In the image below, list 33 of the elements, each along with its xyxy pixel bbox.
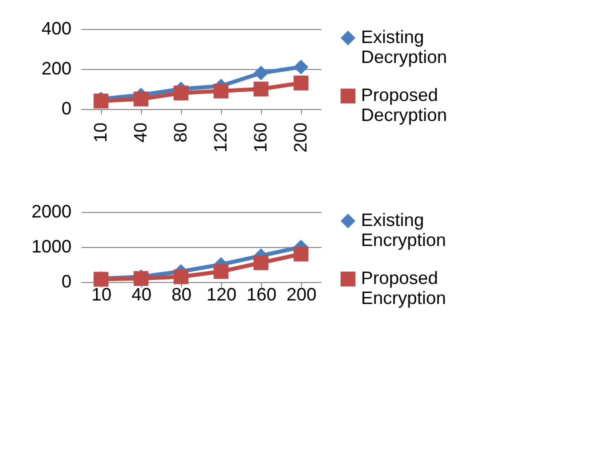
text: Existing Encryption <box>361 210 446 250</box>
y-tick-label: 0 <box>61 272 72 292</box>
x-tick-label: 80 <box>170 122 190 143</box>
point <box>254 82 268 96</box>
point <box>134 92 148 106</box>
x-tick-label: 10 <box>90 122 110 143</box>
point <box>254 66 268 80</box>
x-tick-label: 80 <box>171 284 192 304</box>
x-tick-label: 40 <box>131 284 152 304</box>
y-tick-label: 0 <box>61 98 72 118</box>
x-tick-label: 160 <box>250 122 270 153</box>
legend-label: Proposed Decryption <box>361 85 448 125</box>
y-tick-label: 400 <box>41 18 72 38</box>
point <box>214 264 228 279</box>
text: Proposed Encryption <box>361 268 446 308</box>
x-tick-label: 40 <box>130 122 150 143</box>
point <box>294 76 308 90</box>
y-tick-label: 1000 <box>31 236 72 256</box>
y-tick-label: 200 <box>41 58 72 78</box>
point <box>254 255 268 270</box>
x-tick-label: 120 <box>210 122 230 153</box>
x-tick-label: 120 <box>206 284 237 304</box>
point <box>174 86 188 100</box>
x-tick-label: 200 <box>286 284 317 304</box>
point <box>294 60 308 74</box>
x-tick-label: 10 <box>91 284 112 304</box>
y-tick-label: 2000 <box>31 202 72 222</box>
x-tick-label: 200 <box>290 122 310 153</box>
point <box>214 84 228 98</box>
point <box>174 269 188 284</box>
point <box>294 246 308 262</box>
legend-label: Existing Decryption <box>361 27 448 67</box>
x-tick-label: 160 <box>246 284 277 304</box>
